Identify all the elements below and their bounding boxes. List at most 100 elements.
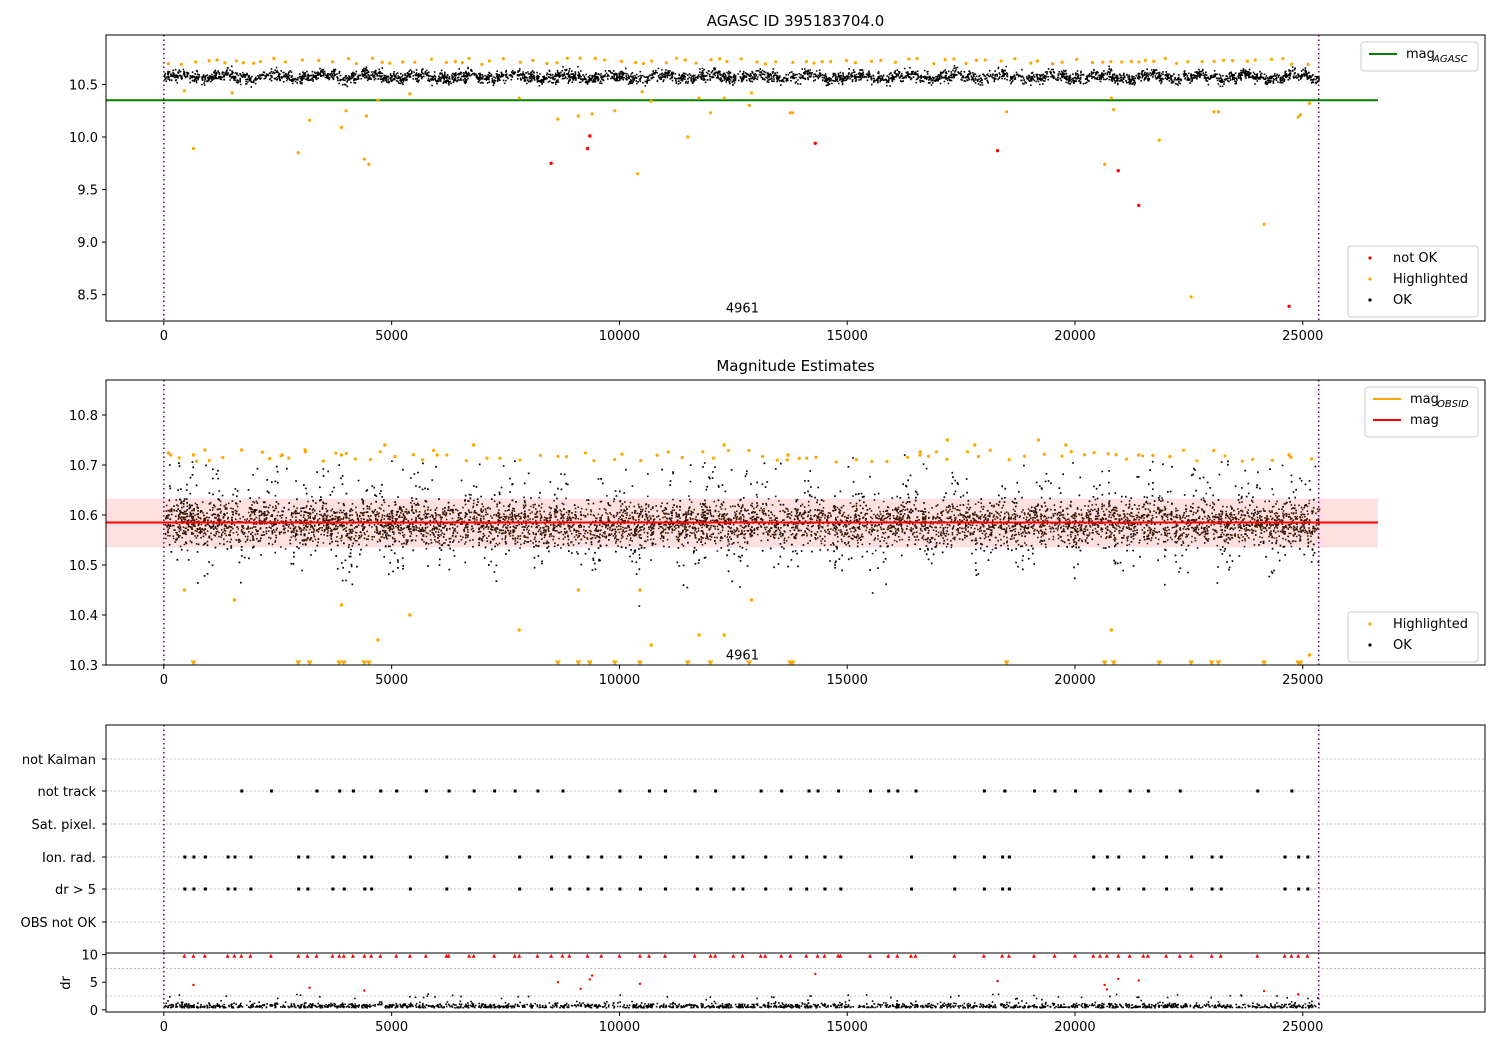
highlighted-point bbox=[487, 59, 492, 63]
highlighted-point bbox=[683, 58, 687, 62]
highlighted-point bbox=[945, 438, 950, 442]
highlighted-point bbox=[1251, 457, 1255, 461]
highlighted-point bbox=[464, 459, 469, 463]
ok-points-core bbox=[164, 492, 1321, 556]
dr-capped-marker bbox=[886, 953, 891, 958]
offscale-marker bbox=[575, 660, 582, 666]
highlighted-point bbox=[952, 57, 956, 61]
y-tick-label: 9.0 bbox=[77, 236, 98, 251]
highlighted-point bbox=[797, 456, 801, 460]
dr-outlier-point bbox=[1262, 989, 1266, 993]
flag-mark bbox=[203, 887, 207, 891]
legend-label: OK bbox=[1393, 293, 1412, 308]
dr-capped-marker bbox=[779, 953, 784, 958]
legend-point-swatch bbox=[1368, 643, 1372, 647]
highlighted-point bbox=[1143, 58, 1147, 62]
highlighted-point bbox=[1064, 443, 1068, 447]
dr-capped-marker bbox=[305, 953, 310, 958]
highlighted-point bbox=[640, 90, 644, 94]
flag-mark bbox=[536, 789, 540, 793]
x-tick-label: 15000 bbox=[827, 1020, 868, 1035]
highlighted-point bbox=[272, 56, 276, 61]
highlighted-point bbox=[1212, 448, 1216, 453]
highlighted-point bbox=[1222, 58, 1226, 62]
highlighted-point bbox=[634, 60, 638, 65]
highlighted-point bbox=[747, 448, 751, 453]
highlighted-point bbox=[749, 598, 754, 602]
highlighted-point bbox=[613, 109, 617, 113]
flag-mark bbox=[1099, 789, 1103, 793]
flag-mark bbox=[732, 887, 736, 891]
highlighted-point bbox=[362, 157, 366, 161]
not-ok-point bbox=[1116, 168, 1120, 173]
y-tick-label: 10.8 bbox=[69, 409, 98, 424]
y-tick-label: 9.5 bbox=[77, 184, 98, 199]
highlighted-point bbox=[388, 61, 392, 65]
flag-mark bbox=[203, 855, 207, 859]
offscale-marker bbox=[554, 660, 561, 666]
flag-mark bbox=[1032, 789, 1036, 793]
highlighted-point bbox=[252, 61, 256, 65]
legend-label: not OK bbox=[1393, 251, 1438, 266]
flag-mark bbox=[837, 789, 841, 793]
flag-mark bbox=[982, 789, 986, 793]
not-ok-point bbox=[585, 146, 590, 151]
flag-mark bbox=[342, 887, 346, 891]
dr-capped-marker bbox=[585, 953, 590, 958]
flag-mark bbox=[1210, 887, 1214, 891]
dr-capped-marker bbox=[617, 953, 622, 958]
dr-capped-marker bbox=[567, 953, 572, 958]
dr-capped-marker bbox=[804, 953, 809, 958]
highlighted-point bbox=[421, 458, 425, 462]
highlighted-point bbox=[879, 58, 883, 63]
y-tick-label: 10.4 bbox=[69, 609, 98, 624]
highlighted-point bbox=[223, 61, 227, 65]
offscale-marker bbox=[586, 660, 593, 666]
highlighted-point bbox=[1137, 60, 1141, 64]
highlighted-point bbox=[1152, 59, 1156, 63]
highlighted-point bbox=[1141, 454, 1145, 458]
highlighted-point bbox=[531, 58, 535, 63]
flag-mark bbox=[226, 887, 230, 891]
flag-mark bbox=[518, 855, 522, 859]
dr-capped-marker bbox=[867, 953, 872, 958]
flag-mark bbox=[741, 855, 745, 859]
flag-mark bbox=[233, 855, 237, 859]
flag-mark bbox=[663, 789, 667, 793]
highlighted-point bbox=[915, 57, 919, 61]
flag-mark bbox=[395, 789, 399, 793]
legend-subscript: OBSID bbox=[1437, 399, 1469, 410]
highlighted-point bbox=[376, 638, 380, 642]
offscale-marker bbox=[1101, 660, 1108, 666]
dr-capped-marker bbox=[1164, 953, 1169, 958]
flag-mark bbox=[896, 789, 900, 793]
highlighted-point bbox=[576, 114, 581, 118]
highlighted-point bbox=[788, 111, 792, 115]
highlighted-point bbox=[722, 633, 726, 637]
highlighted-point bbox=[1112, 108, 1116, 112]
highlighted-point bbox=[1151, 453, 1155, 457]
dr-capped-marker bbox=[740, 953, 745, 958]
dr-capped-marker bbox=[763, 953, 768, 958]
dr-capped-marker bbox=[248, 953, 253, 958]
highlighted-point bbox=[378, 450, 382, 454]
highlighted-point bbox=[650, 59, 654, 63]
flag-category-label: OBS not OK bbox=[21, 916, 97, 931]
dr-capped-marker bbox=[662, 953, 667, 958]
highlighted-point bbox=[755, 60, 759, 64]
highlighted-point bbox=[760, 454, 765, 459]
dr-capped-marker bbox=[913, 953, 918, 958]
highlighted-point bbox=[722, 443, 726, 447]
offscale-marker bbox=[1156, 660, 1163, 666]
highlighted-point bbox=[1005, 110, 1009, 114]
legend-label: mag bbox=[1410, 413, 1439, 428]
highlighted-point bbox=[166, 62, 171, 66]
dr-capped-marker bbox=[1072, 953, 1077, 958]
highlighted-point bbox=[182, 588, 187, 592]
offscale-marker bbox=[1208, 660, 1215, 666]
y-tick-label: 10.3 bbox=[69, 659, 98, 674]
highlighted-point bbox=[565, 56, 569, 60]
highlighted-point bbox=[1106, 452, 1110, 456]
flag-mark bbox=[306, 855, 310, 859]
highlighted-point bbox=[593, 56, 597, 60]
